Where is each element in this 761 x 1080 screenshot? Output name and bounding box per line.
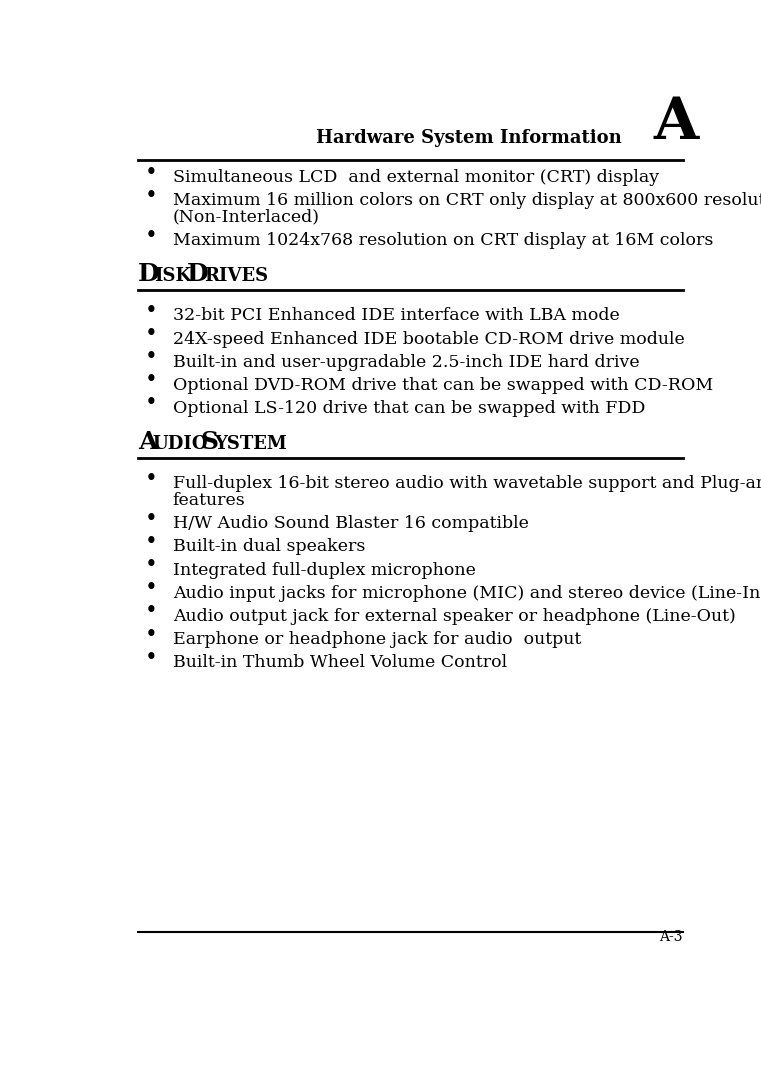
Text: •: • bbox=[145, 508, 158, 530]
Text: Built-in and user-upgradable 2.5-inch IDE hard drive: Built-in and user-upgradable 2.5-inch ID… bbox=[173, 353, 639, 370]
Text: ISK: ISK bbox=[154, 267, 192, 285]
Text: •: • bbox=[145, 392, 158, 415]
Text: •: • bbox=[145, 225, 158, 246]
Text: •: • bbox=[145, 647, 158, 669]
Text: Audio output jack for external speaker or headphone (Line-Out): Audio output jack for external speaker o… bbox=[173, 608, 735, 624]
Text: Maximum 16 million colors on CRT only display at 800x600 resolution: Maximum 16 million colors on CRT only di… bbox=[173, 192, 761, 208]
Text: A-3: A-3 bbox=[659, 930, 683, 944]
Text: Built-in Thumb Wheel Volume Control: Built-in Thumb Wheel Volume Control bbox=[173, 653, 507, 671]
Text: •: • bbox=[145, 600, 158, 622]
Text: Audio input jacks for microphone (MIC) and stereo device (Line-In): Audio input jacks for microphone (MIC) a… bbox=[173, 584, 761, 602]
Text: (Non-Interlaced): (Non-Interlaced) bbox=[173, 208, 320, 226]
Text: •: • bbox=[145, 347, 158, 368]
Text: A: A bbox=[138, 430, 158, 454]
Text: •: • bbox=[145, 554, 158, 577]
Text: H/W Audio Sound Blaster 16 compatible: H/W Audio Sound Blaster 16 compatible bbox=[173, 515, 528, 532]
Text: Maximum 1024x768 resolution on CRT display at 16M colors: Maximum 1024x768 resolution on CRT displ… bbox=[173, 232, 713, 249]
Text: •: • bbox=[145, 623, 158, 646]
Text: •: • bbox=[145, 369, 158, 391]
Text: Built-in dual speakers: Built-in dual speakers bbox=[173, 539, 365, 555]
Text: YSTEM: YSTEM bbox=[214, 435, 287, 453]
Text: 32-bit PCI Enhanced IDE interface with LBA mode: 32-bit PCI Enhanced IDE interface with L… bbox=[173, 308, 619, 324]
Text: •: • bbox=[145, 323, 158, 346]
Text: •: • bbox=[145, 162, 158, 184]
Text: A: A bbox=[653, 95, 699, 151]
Text: D: D bbox=[187, 262, 209, 286]
Text: Hardware System Information: Hardware System Information bbox=[317, 129, 622, 147]
Text: Earphone or headphone jack for audio  output: Earphone or headphone jack for audio out… bbox=[173, 631, 581, 648]
Text: •: • bbox=[145, 531, 158, 553]
Text: Full-duplex 16-bit stereo audio with wavetable support and Plug-and-Play: Full-duplex 16-bit stereo audio with wav… bbox=[173, 475, 761, 492]
Text: •: • bbox=[145, 578, 158, 599]
Text: •: • bbox=[145, 185, 158, 206]
Text: D: D bbox=[138, 262, 159, 286]
Text: UDIO: UDIO bbox=[153, 435, 209, 453]
Text: Optional LS-120 drive that can be swapped with FDD: Optional LS-120 drive that can be swappe… bbox=[173, 400, 645, 417]
Text: Integrated full-duplex microphone: Integrated full-duplex microphone bbox=[173, 562, 476, 579]
Text: Optional DVD-ROM drive that can be swapped with CD-ROM: Optional DVD-ROM drive that can be swapp… bbox=[173, 377, 713, 394]
Text: •: • bbox=[145, 300, 158, 322]
Text: features: features bbox=[173, 492, 245, 509]
Text: Simultaneous LCD  and external monitor (CRT) display: Simultaneous LCD and external monitor (C… bbox=[173, 168, 659, 186]
Text: 24X-speed Enhanced IDE bootable CD-ROM drive module: 24X-speed Enhanced IDE bootable CD-ROM d… bbox=[173, 330, 684, 348]
Text: •: • bbox=[145, 468, 158, 490]
Text: S: S bbox=[200, 430, 218, 454]
Text: RIVES: RIVES bbox=[204, 267, 268, 285]
